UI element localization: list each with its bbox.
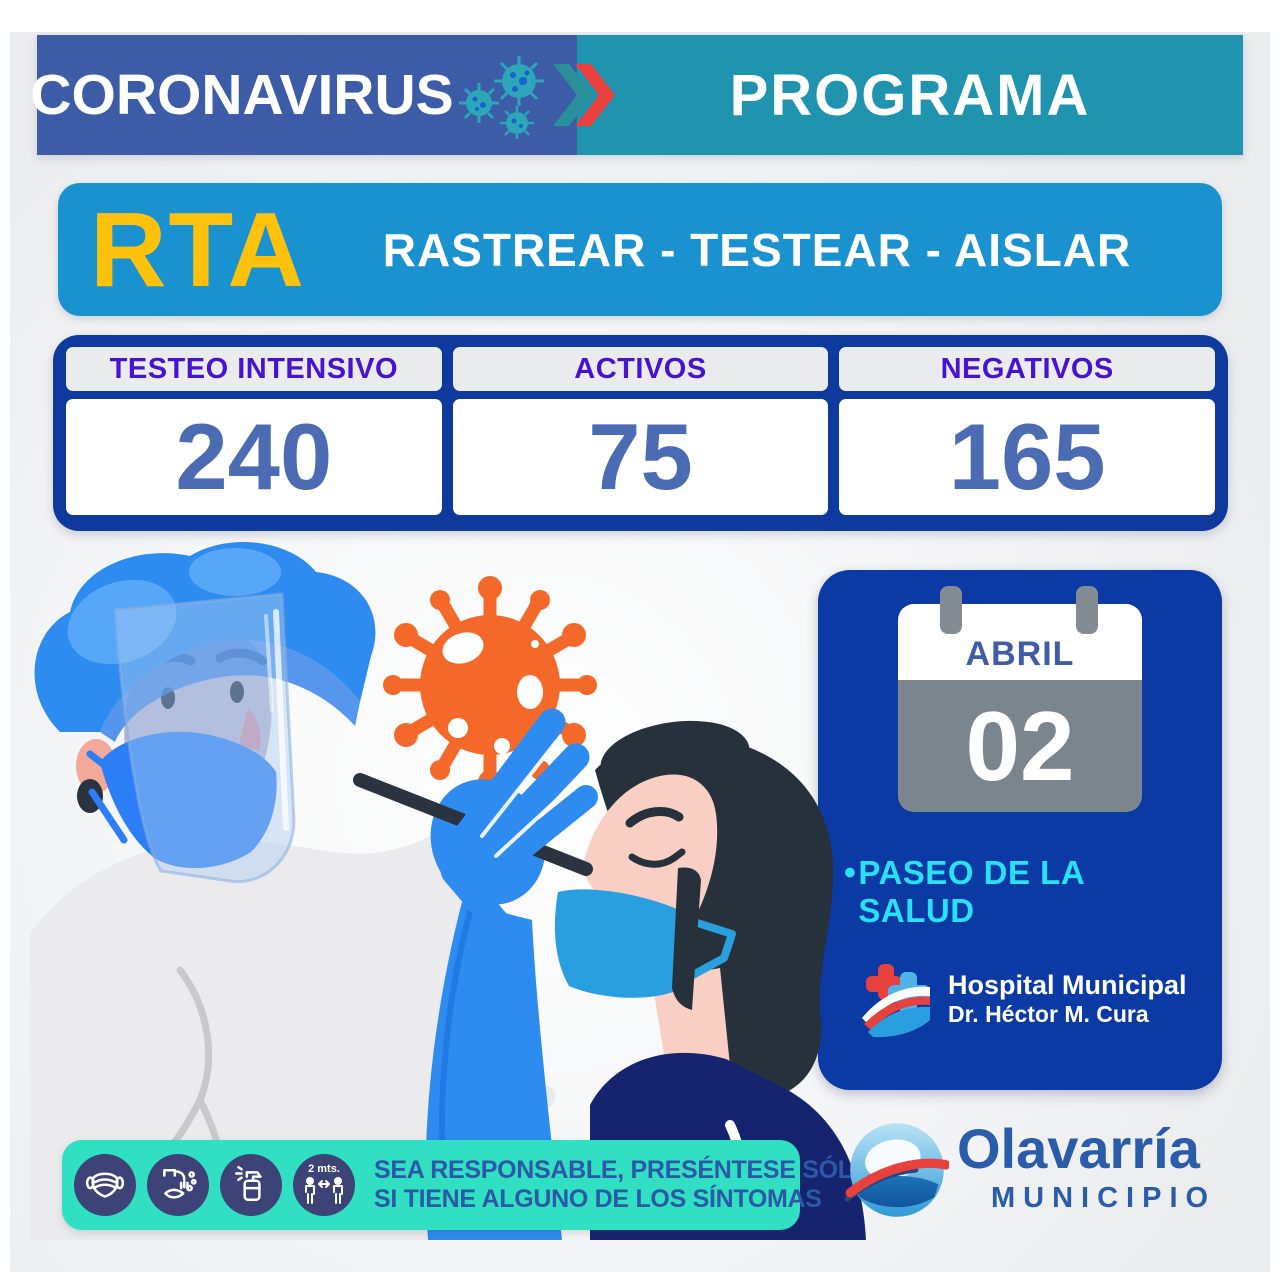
calendar-ring-right [1076, 586, 1098, 634]
municipality-name: Olavarría [957, 1117, 1200, 1180]
calendar-day: 02 [965, 691, 1075, 801]
disinfectant-spray-icon [220, 1154, 282, 1216]
hospital-doctor: Dr. Héctor M. Cura [948, 1001, 1149, 1027]
rta-banner: RTA RASTREAR - TESTEAR - AISLAR [58, 183, 1222, 316]
stat-negativos: NEGATIVOS 165 [839, 347, 1216, 515]
responsibility-notice-bar: 2 mts. SEA RESPONSABLE, PRESÉNTESE SÓLO … [62, 1140, 872, 1230]
stat-label: NEGATIVOS [839, 347, 1216, 391]
header-programa-section: PROGRAMA [577, 35, 1243, 155]
notice-text: SEA RESPONSABLE, PRESÉNTESE SÓLO SI TIEN… [374, 1156, 872, 1214]
calendar-icon: ABRIL [898, 604, 1142, 680]
coronavirus-title: CORONAVIRUS [30, 63, 454, 127]
stat-testeo-intensivo: TESTEO INTENSIVO 240 [66, 347, 442, 515]
social-distance-icon: 2 mts. [293, 1154, 355, 1216]
calendar-day-panel: 02 [898, 680, 1142, 812]
bullet: • [844, 854, 857, 892]
hospital-logo-icon [862, 964, 930, 1038]
stat-label: ACTIVOS [452, 347, 829, 391]
rta-slogan: RASTREAR - TESTEAR - AISLAR [382, 223, 1132, 276]
notice-line-1: SEA RESPONSABLE, PRESÉNTESE SÓLO [374, 1156, 872, 1184]
rta-acronym: RTA [90, 190, 306, 309]
event-location: • PASEO DE LA SALUD [844, 854, 1200, 930]
stats-board: TESTEO INTENSIVO 240 ACTIVOS 75 NEGATIVO… [53, 335, 1228, 531]
coronavirus-particles-icon [459, 56, 544, 139]
stat-value: 165 [839, 399, 1216, 515]
distance-label: 2 mts. [308, 1163, 340, 1175]
calendar-month: ABRIL [965, 635, 1075, 673]
olavarria-logo: Olavarría MUNICIPIO [845, 1118, 1216, 1222]
mask-icon [74, 1154, 136, 1216]
stat-value: 240 [66, 399, 442, 515]
municipality-subtitle: MUNICIPIO [991, 1182, 1217, 1214]
hospital-name: Hospital Municipal [948, 970, 1187, 1000]
event-location-label: PASEO DE LA SALUD [858, 854, 1084, 929]
notice-line-2: SI TIENE ALGUNO DE LOS SÍNTOMAS [374, 1185, 822, 1213]
olavarria-logo-icon [845, 1123, 949, 1217]
stat-activos: ACTIVOS 75 [452, 347, 829, 515]
header-coronavirus-section: CORONAVIRUS [30, 35, 577, 155]
header-banner: CORONAVIRUS [30, 35, 1243, 155]
programa-title: PROGRAMA [729, 62, 1091, 128]
stat-label: TESTEO INTENSIVO [66, 347, 442, 391]
hospital-logo: Hospital Municipal Dr. Héctor M. Cura [858, 958, 1187, 1040]
calendar-ring-left [940, 586, 962, 634]
double-chevron-icon [553, 64, 615, 126]
hand-washing-icon [147, 1154, 209, 1216]
calendar-card: ABRIL 02 • PASEO DE LA SALUD Hospital Mu… [818, 570, 1222, 1090]
stat-value: 75 [452, 399, 829, 515]
